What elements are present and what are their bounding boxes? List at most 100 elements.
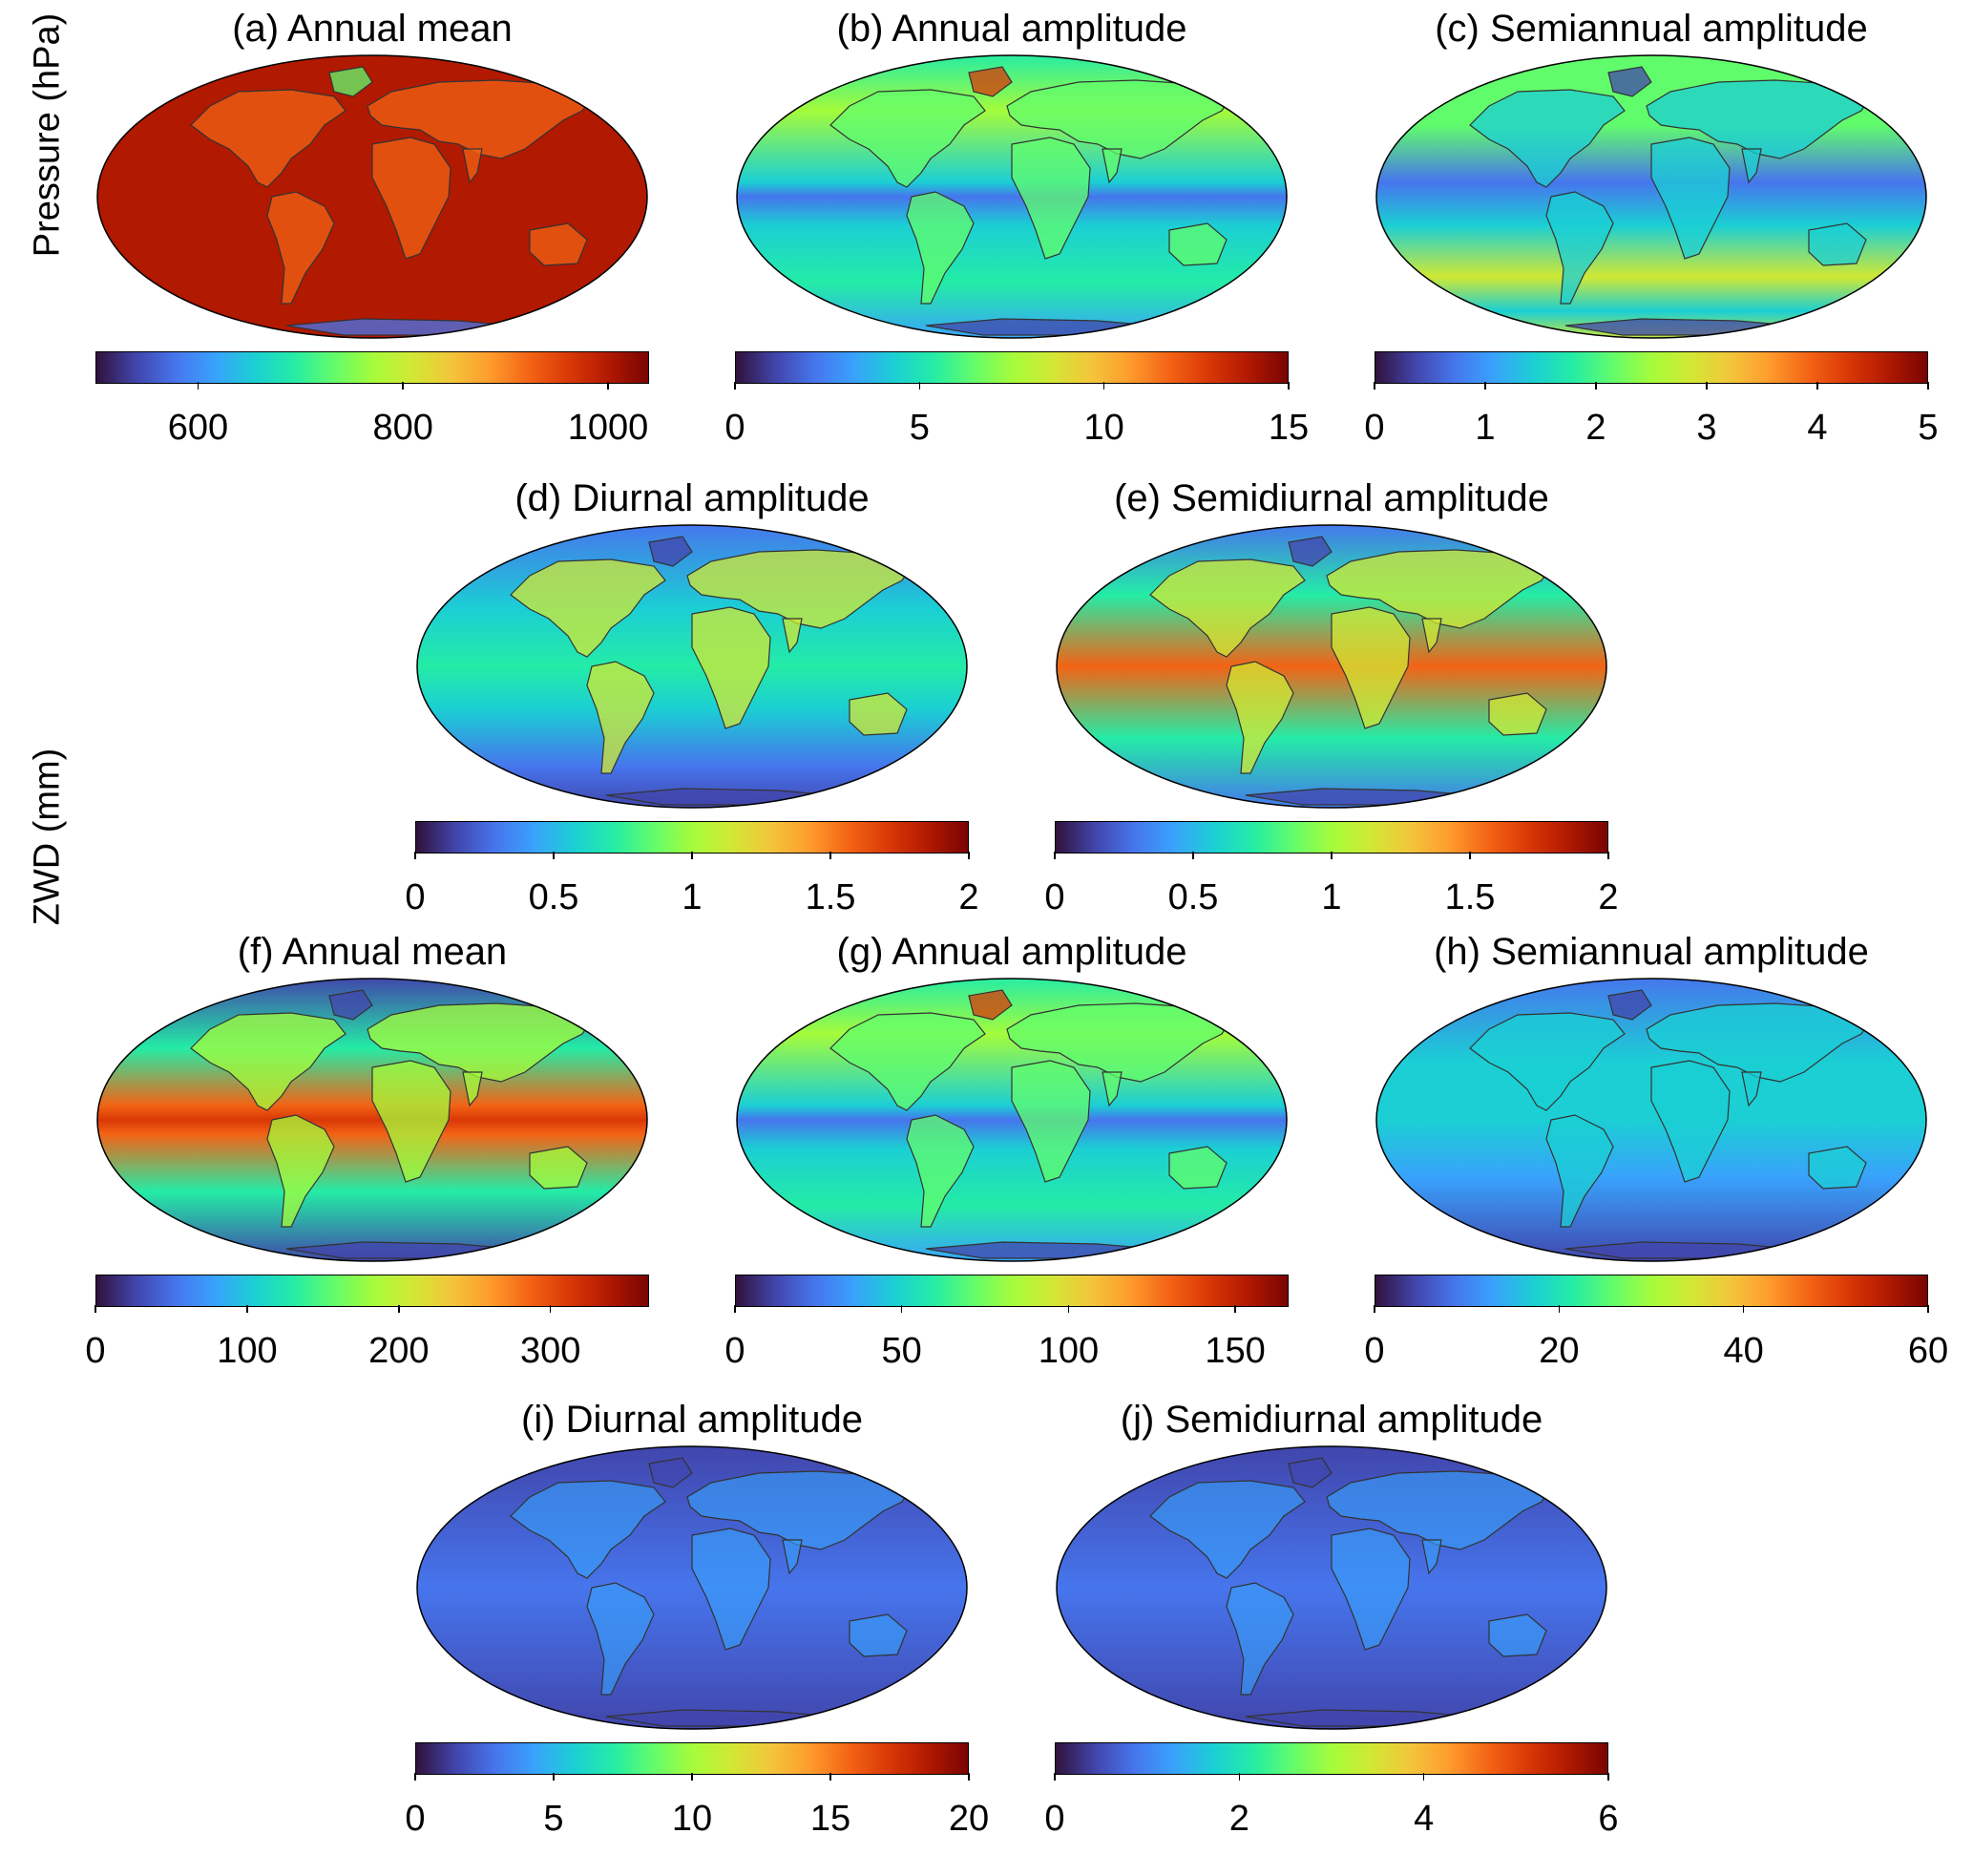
colorbar-tick — [691, 1773, 693, 1781]
continent-greenland — [328, 66, 373, 97]
colorbar — [1055, 1742, 1608, 1775]
continent-eurasia — [1646, 79, 1872, 159]
colorbar — [1375, 1275, 1928, 1307]
continent-samerica — [1545, 191, 1614, 305]
colorbar — [1375, 351, 1928, 384]
continent-samerica — [1226, 661, 1294, 774]
continent-namerica — [190, 89, 346, 188]
continent-india — [782, 1539, 803, 1575]
panel-title: (c) Semiannual amplitude — [1435, 8, 1868, 50]
panel-f: (f) Annual mean 0 100 200 300 — [85, 931, 659, 1408]
continent-greenland — [648, 536, 693, 567]
colorbar-tick-label: 1 — [1321, 877, 1342, 917]
continent-namerica — [1149, 1480, 1306, 1579]
continent-namerica — [510, 559, 666, 658]
colorbar-tick — [1706, 382, 1708, 390]
continent-eurasia — [1006, 79, 1232, 159]
colorbar — [735, 1275, 1289, 1307]
colorbar-ticks: 0 5 10 15 20 — [405, 1773, 989, 1838]
colorbar-tick — [246, 1305, 248, 1313]
panel-a: (a) Annual mean 600 800 1000 — [86, 8, 659, 485]
panel-title: (j) Semidiurnal amplitude — [1120, 1399, 1543, 1441]
colorbar-tick — [414, 852, 416, 859]
map-border — [416, 524, 968, 809]
continent-eurasia — [367, 79, 593, 159]
continent-samerica — [906, 1114, 975, 1228]
colorbar-tick-label: 0 — [405, 1799, 426, 1839]
continent-eurasia — [1326, 1470, 1552, 1550]
colorbar-tick-label: 1000 — [567, 408, 649, 448]
colorbar-tick-label: 15 — [1268, 408, 1310, 448]
map — [1056, 1445, 1607, 1730]
map-border — [1056, 1445, 1607, 1730]
panel-title: (b) Annual amplitude — [836, 8, 1187, 50]
map-border — [736, 54, 1288, 339]
colorbar-tick — [607, 382, 609, 390]
colorbar-ticks: 0 2 4 6 — [1044, 1773, 1619, 1838]
colorbar-tick-label: 5 — [1918, 408, 1939, 448]
map — [96, 54, 648, 339]
colorbar-tick-label: 100 — [1038, 1331, 1100, 1371]
map-border — [96, 54, 648, 339]
continent-namerica — [1469, 1012, 1626, 1111]
continent-australia — [1488, 1613, 1547, 1657]
continent-africa — [1650, 1060, 1731, 1183]
continent-namerica — [829, 89, 986, 188]
map — [1375, 978, 1927, 1262]
colorbar-tick-label: 1 — [682, 877, 703, 917]
colorbar-tick-label: 0 — [724, 1331, 745, 1371]
colorbar-tick-label: 0 — [405, 877, 426, 917]
colorbar-tick-label: 800 — [372, 408, 433, 448]
colorbar-tick-label: 600 — [167, 408, 229, 448]
colorbar-tick — [553, 1773, 555, 1781]
colorbar-tick — [1374, 382, 1375, 390]
colorbar-tick-label: 40 — [1723, 1331, 1764, 1371]
continent-australia — [1168, 222, 1228, 266]
map — [416, 1445, 968, 1730]
colorbar-tick — [1607, 1773, 1609, 1781]
colorbar-tick-label: 200 — [368, 1331, 430, 1371]
map — [1375, 54, 1927, 339]
continent-eurasia — [1326, 549, 1552, 629]
colorbar-tick-label: 0 — [1364, 1331, 1385, 1371]
continent-samerica — [586, 1582, 655, 1696]
continent-namerica — [1469, 89, 1626, 188]
panel-d: (d) Diurnal amplitude 0 0.5 1 1.5 2 — [405, 477, 978, 955]
colorbar-ticks: 0 100 200 300 — [85, 1305, 649, 1370]
continent-namerica — [510, 1480, 666, 1579]
colorbar-ticks: 0 5 10 15 — [724, 382, 1309, 447]
colorbar-tick-label: 0 — [85, 1331, 106, 1371]
colorbar-ticks: 0 1 2 3 4 5 — [1364, 382, 1939, 447]
colorbar-tick — [968, 852, 970, 859]
continent-africa — [371, 137, 451, 260]
colorbar-tick — [1102, 382, 1105, 390]
panel-c: (c) Semiannual amplitude 0 1 2 3 4 5 — [1364, 8, 1939, 485]
colorbar-tick-label: 0 — [724, 408, 745, 448]
colorbar-tick — [1067, 1305, 1070, 1313]
map — [736, 978, 1288, 1262]
continent-namerica — [829, 1012, 986, 1111]
map — [1056, 524, 1607, 809]
continent-greenland — [648, 1457, 693, 1488]
panel-title: (a) Annual mean — [232, 8, 513, 50]
colorbar-tick — [398, 1305, 400, 1313]
colorbar-tick — [1484, 382, 1486, 390]
colorbar-tick — [1238, 1773, 1241, 1781]
colorbar-tick-label: 20 — [948, 1799, 990, 1839]
colorbar-tick — [1234, 1305, 1236, 1313]
panel-g: (g) Annual amplitude 0 50 100 150 — [724, 931, 1298, 1408]
colorbar-tick — [553, 852, 555, 859]
colorbar-tick-label: 10 — [1083, 408, 1124, 448]
colorbar — [735, 351, 1289, 384]
continent-australia — [1808, 222, 1867, 266]
colorbar — [95, 1275, 649, 1307]
map-border — [1056, 524, 1607, 809]
colorbar — [95, 351, 649, 384]
map-border — [736, 978, 1288, 1262]
continent-greenland — [1288, 536, 1333, 567]
y-axis-label-pressure: Pressure (hPa) — [27, 12, 68, 258]
colorbar-tick — [197, 382, 199, 390]
colorbar-tick — [829, 852, 831, 859]
colorbar-ticks: 0 0.5 1 1.5 2 — [1044, 852, 1619, 917]
colorbar-tick-label: 15 — [809, 1799, 851, 1839]
